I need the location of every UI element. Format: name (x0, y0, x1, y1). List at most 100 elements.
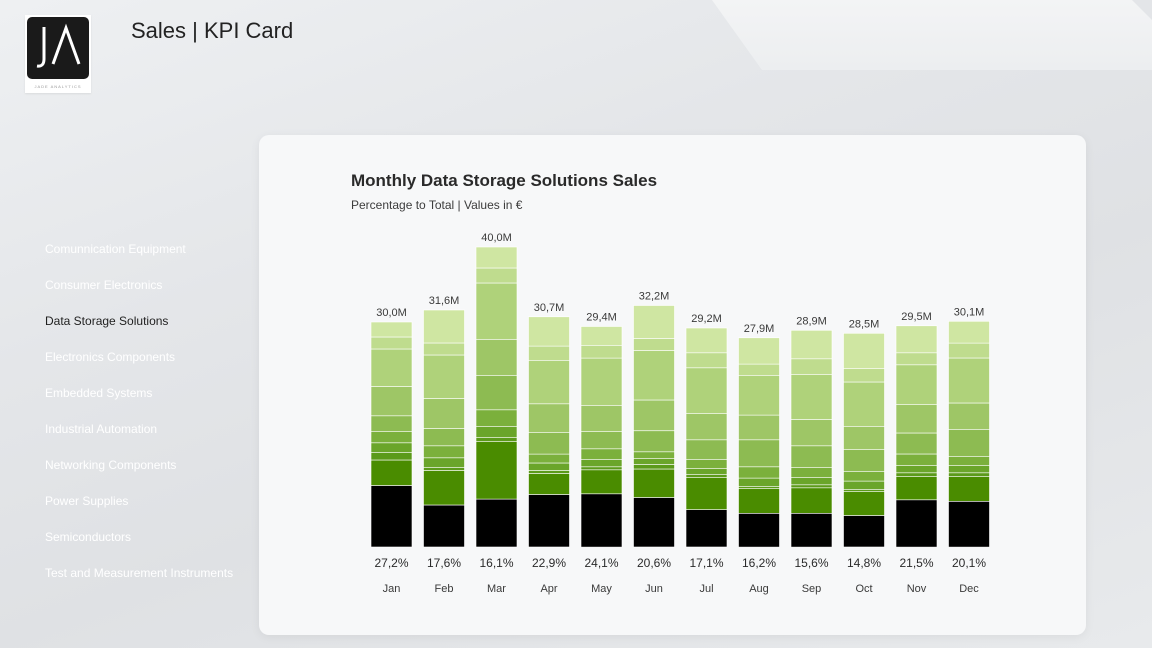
x-tick-label: Feb (435, 583, 454, 595)
sidebar-item-data-storage-solutions[interactable]: Data Storage Solutions (45, 314, 169, 328)
sidebar: Comunnication Equipment Consumer Electro… (45, 240, 233, 600)
bar-segment (843, 515, 885, 548)
bar-segment (685, 327, 728, 354)
x-tick-label: Oct (855, 583, 872, 595)
share-label: 17,6% (427, 556, 461, 570)
total-label: 28,5M (849, 318, 880, 330)
bar-segment (528, 473, 570, 495)
bar-segment (580, 448, 623, 460)
chart-title: Monthly Data Storage Solutions Sales (351, 171, 658, 190)
bar-segment (738, 363, 780, 376)
bar-segment (580, 458, 623, 468)
share-label: 15,6% (794, 556, 828, 570)
bar-segment (633, 338, 675, 351)
bar-segment (738, 488, 780, 514)
bar-segment (738, 374, 780, 416)
bar-segment (843, 480, 885, 490)
bar-segment (843, 488, 885, 492)
bar-segment (948, 464, 990, 474)
bar-segment (580, 404, 623, 432)
bar-segment (843, 368, 885, 383)
bar-segment (790, 358, 833, 375)
bar-segment (685, 509, 728, 548)
bar-segment (738, 512, 780, 548)
bar-segment (633, 468, 675, 498)
bar-segment (948, 357, 990, 404)
share-label: 27,2% (374, 556, 408, 570)
bar-segment (790, 484, 833, 489)
sidebar-item-communication-equipment[interactable]: Comunnication Equipment (45, 242, 186, 256)
share-label: 20,6% (637, 556, 671, 570)
bar-segment (475, 374, 518, 411)
bar-segment (685, 473, 728, 478)
bar-segment (528, 359, 570, 405)
bar-segment (528, 431, 570, 455)
total-label: 31,6M (429, 295, 460, 307)
sidebar-item-consumer-electronics[interactable]: Consumer Electronics (45, 278, 163, 292)
bar-segment (528, 316, 570, 347)
ja-logo-icon (27, 17, 89, 79)
bar-segment (790, 419, 833, 447)
page-title: Sales | KPI Card (131, 18, 294, 43)
bar-segment (738, 485, 780, 489)
bar-segment (580, 357, 623, 406)
bar-segment (423, 470, 465, 506)
x-tick-label: Dec (959, 583, 979, 595)
bar-segment (685, 458, 728, 469)
sidebar-item-test-and-measurement-instruments[interactable]: Test and Measurement Instruments (45, 566, 234, 580)
bar-segment (370, 386, 413, 417)
bar-segment (895, 325, 938, 354)
bar-segment (895, 432, 938, 455)
bar-segment (895, 472, 938, 477)
bar-segment (843, 425, 885, 450)
bar-segment (528, 494, 570, 548)
bar-segment (423, 398, 465, 429)
bar-segment (475, 338, 518, 376)
bar-segment (633, 430, 675, 453)
total-label: 29,4M (586, 312, 617, 324)
bar-segment (370, 321, 413, 338)
sidebar-item-power-supplies[interactable]: Power Supplies (45, 494, 129, 508)
total-label: 30,0M (376, 307, 407, 319)
bar-segment (633, 305, 675, 339)
bar-segment (580, 469, 623, 495)
bar-segment (475, 425, 518, 438)
bar-segment (423, 342, 465, 356)
bar-segment (423, 309, 465, 344)
bar-segment (633, 497, 675, 548)
bar-segment (685, 439, 728, 460)
bar-segment (948, 500, 990, 548)
bar-segment (475, 267, 518, 284)
bar-segment (895, 464, 938, 474)
x-tick-label: Jun (645, 583, 663, 595)
bar-segment (843, 470, 885, 482)
logo-caption: JADE ANALYTICS (34, 84, 82, 89)
bar-segment (790, 467, 833, 478)
bar-segment (685, 352, 728, 369)
sidebar-item-industrial-automation[interactable]: Industrial Automation (45, 422, 158, 436)
bar-segment (370, 431, 413, 444)
bar-segment (738, 477, 780, 487)
share-label: 16,1% (479, 556, 513, 570)
bar-segment (843, 332, 885, 369)
bar-segment (948, 320, 990, 344)
bar-segment (528, 345, 570, 361)
sidebar-item-networking-components[interactable]: Networking Components (45, 458, 177, 472)
bar-segment (475, 437, 518, 442)
bar-segment (738, 439, 780, 468)
bar-segment (685, 467, 728, 475)
bar-segment (790, 329, 833, 360)
sidebar-item-semiconductors[interactable]: Semiconductors (45, 530, 132, 544)
bar-segment (370, 452, 413, 461)
bar-segment (790, 476, 833, 486)
bar-segment (370, 348, 413, 387)
sidebar-item-electronics-components[interactable]: Electronics Components (45, 350, 176, 364)
sidebar-item-embedded-systems[interactable]: Embedded Systems (45, 386, 153, 400)
bar-segment (528, 462, 570, 471)
chart-subtitle: Percentage to Total | Values in € (351, 198, 523, 212)
bar-segment (423, 467, 465, 471)
bar-segment (790, 445, 833, 468)
total-label: 30,7M (534, 302, 565, 314)
x-tick-label: Apr (540, 583, 557, 595)
